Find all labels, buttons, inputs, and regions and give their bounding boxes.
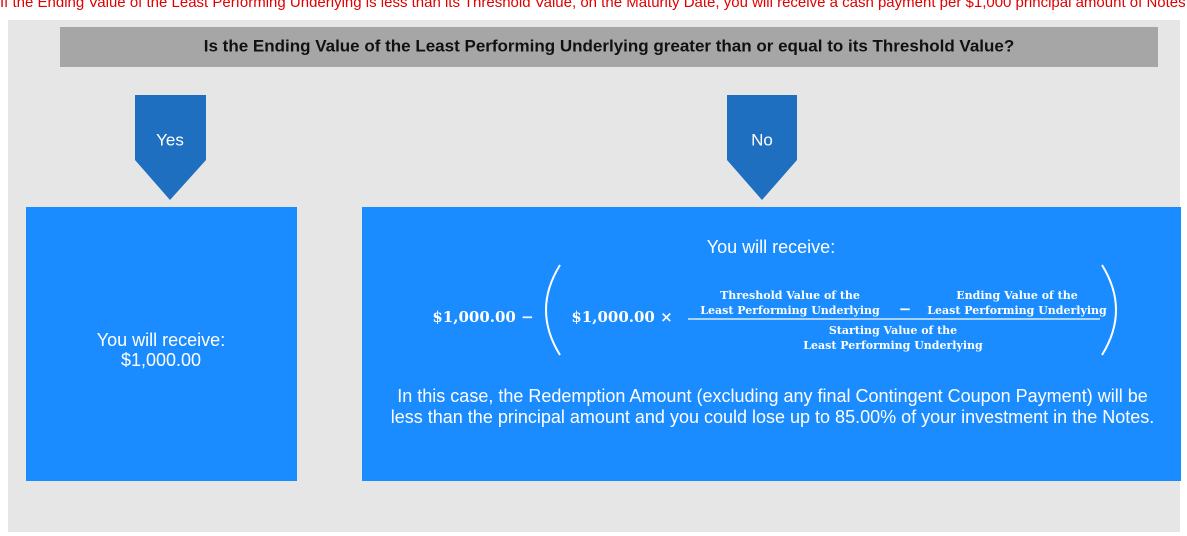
formula-lead: $1,000.00 −: [432, 308, 533, 326]
yes-label: Yes: [156, 130, 184, 149]
formula-term: Starting Value of the: [829, 324, 957, 337]
formula-term: Ending Value of the: [956, 289, 1077, 302]
yes-text: $1,000.00: [121, 350, 201, 370]
yes-arrow: [135, 95, 206, 200]
header-bar: [60, 27, 1158, 67]
header-title: Is the Ending Value of the Least Perform…: [204, 36, 1014, 55]
no-paragraph: In this case, the Redemption Amount (exc…: [390, 386, 1155, 427]
formula-term: Threshold Value of the: [720, 289, 860, 302]
no-box: [362, 207, 1181, 481]
formula-term: Least Performing Underlying: [803, 339, 983, 352]
top-note: If the Ending Value of the Least Perform…: [0, 0, 1187, 11]
paren-left: [545, 264, 561, 356]
formula-inner: $1,000.00 ×: [571, 308, 672, 326]
paren-right: [1101, 264, 1117, 356]
formula-term: Least Performing Underlying: [927, 304, 1107, 317]
yes-box: [26, 207, 297, 481]
formula-term: Least Performing Underlying: [700, 304, 880, 317]
yes-text: You will receive:: [97, 330, 225, 350]
no-heading: You will receive:: [707, 237, 835, 257]
formula-minus: −: [899, 300, 912, 318]
no-label: No: [751, 130, 773, 149]
no-arrow: [727, 95, 797, 200]
